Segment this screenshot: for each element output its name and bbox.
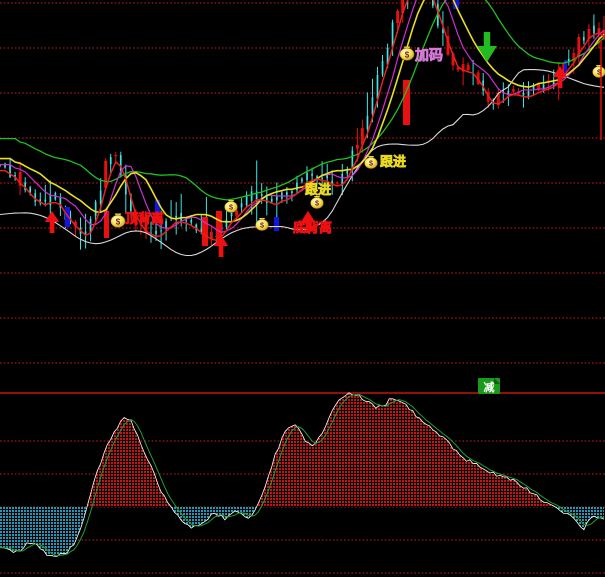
- svg-text:加码: 加码: [414, 47, 443, 63]
- svg-text:跟进: 跟进: [305, 182, 331, 197]
- svg-text:减: 减: [484, 380, 495, 394]
- svg-text:底背离: 底背离: [293, 220, 332, 235]
- svg-text:顶背离: 顶背离: [125, 211, 164, 226]
- svg-text:跟进: 跟进: [380, 154, 406, 169]
